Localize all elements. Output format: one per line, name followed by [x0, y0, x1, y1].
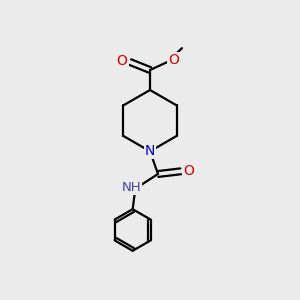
- Text: O: O: [168, 53, 178, 67]
- Text: NH: NH: [122, 181, 141, 194]
- Text: O: O: [183, 164, 194, 178]
- Text: N: N: [145, 144, 155, 158]
- Text: O: O: [117, 54, 128, 68]
